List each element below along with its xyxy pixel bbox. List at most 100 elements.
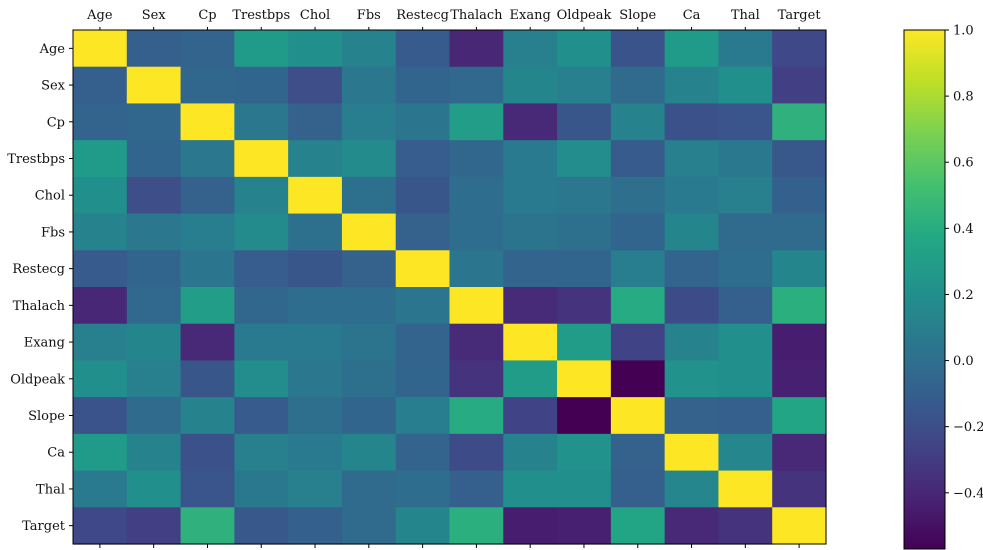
heatmap-cell xyxy=(341,176,397,215)
heatmap-cell xyxy=(718,397,773,435)
y-tick-label: Slope xyxy=(28,409,65,424)
heatmap-cell xyxy=(341,397,397,435)
heatmap-cell xyxy=(772,507,827,545)
heatmap-cell xyxy=(503,103,558,141)
heatmap-cell xyxy=(73,507,128,545)
heatmap-cell xyxy=(288,470,343,508)
x-axis: Age Sex Cp Trestbps Chol Fbs Restecg Thalach Exa… xyxy=(86,8,821,548)
heatmap-cell xyxy=(557,66,612,105)
heatmap-cell xyxy=(341,287,397,325)
heatmap-cell xyxy=(73,250,128,288)
x-tick-label: Oldpeak xyxy=(557,8,612,23)
heatmap-cell xyxy=(395,287,451,325)
heatmap-cell xyxy=(180,470,235,508)
heatmap-cell xyxy=(557,360,612,398)
heatmap-cell xyxy=(610,470,666,508)
heatmap-cell xyxy=(772,250,827,288)
heatmap-cell xyxy=(718,323,773,362)
heatmap-cell xyxy=(234,140,289,178)
heatmap-cell xyxy=(341,103,397,141)
heatmap-frame xyxy=(72,29,827,545)
heatmap-cell xyxy=(503,213,558,251)
heatmap-cell xyxy=(557,507,612,545)
heatmap-cell xyxy=(288,176,343,215)
heatmap-cell xyxy=(126,176,182,215)
heatmap-cell xyxy=(341,470,397,508)
heatmap-cell xyxy=(73,176,128,215)
x-tick-label: Ca xyxy=(683,8,701,23)
heatmap-cell xyxy=(449,250,504,288)
heatmap-cell xyxy=(557,397,612,435)
heatmap-cell xyxy=(234,397,289,435)
heatmap-cell xyxy=(664,360,720,398)
heatmap-cell xyxy=(449,397,504,435)
y-tick-label: Fbs xyxy=(41,225,65,240)
heatmap-cell xyxy=(126,30,182,68)
heatmap-cell xyxy=(664,103,720,141)
heatmap-cell xyxy=(341,66,397,105)
x-tick-label: Restecg xyxy=(396,8,449,23)
x-tick-label: Slope xyxy=(619,8,656,23)
heatmap-cell xyxy=(234,103,289,141)
heatmap-cell xyxy=(288,507,343,545)
heatmap-cell xyxy=(288,140,343,178)
colorbar-tick-label: 0.2 xyxy=(953,288,974,303)
y-tick-label: Sex xyxy=(41,79,66,94)
heatmap-cell xyxy=(234,323,289,362)
colorbar-tick-label: −0.2 xyxy=(953,420,983,435)
heatmap-cell xyxy=(126,397,182,435)
heatmap-cell xyxy=(557,287,612,325)
heatmap-cell xyxy=(288,250,343,288)
heatmap-cell xyxy=(126,250,182,288)
heatmap-cell xyxy=(503,323,558,362)
heatmap-cell xyxy=(718,470,773,508)
heatmap-cell xyxy=(664,507,720,545)
heatmap-cell xyxy=(449,213,504,251)
heatmap-cell xyxy=(126,470,182,508)
heatmap-cell xyxy=(449,176,504,215)
y-tick-label: Oldpeak xyxy=(10,372,65,387)
heatmap-cell xyxy=(234,287,289,325)
heatmap-cell xyxy=(395,507,451,545)
heatmap-cell xyxy=(610,360,666,398)
heatmap-cell xyxy=(73,103,128,141)
x-tick-label: Target xyxy=(778,8,822,23)
heatmap-cell xyxy=(664,66,720,105)
heatmap-cell xyxy=(395,140,451,178)
heatmap-cell xyxy=(503,176,558,215)
y-tick-label: Target xyxy=(22,519,66,534)
heatmap-cell xyxy=(234,360,289,398)
heatmap-cell xyxy=(126,103,182,141)
heatmap-cell xyxy=(395,176,451,215)
heatmap-cell xyxy=(610,30,666,68)
heatmap-cell xyxy=(718,287,773,325)
heatmap-cell xyxy=(449,103,504,141)
heatmap-cell xyxy=(610,287,666,325)
x-tick-label: Thal xyxy=(731,8,760,23)
heatmap-cell xyxy=(610,250,666,288)
heatmap-cell xyxy=(610,66,666,105)
heatmap-cell xyxy=(288,66,343,105)
heatmap-cell xyxy=(664,176,720,215)
heatmap-cell xyxy=(288,103,343,141)
heatmap-cell xyxy=(395,397,451,435)
heatmap-cell xyxy=(449,140,504,178)
heatmap-cell xyxy=(718,360,773,398)
heatmap-cell xyxy=(234,433,289,472)
heatmap-cell xyxy=(503,250,558,288)
heatmap-cell xyxy=(449,323,504,362)
heatmap-cell xyxy=(557,103,612,141)
y-tick-label: Exang xyxy=(24,336,65,351)
heatmap-cell xyxy=(73,66,128,105)
heatmap-cell xyxy=(180,140,235,178)
heatmap-cell xyxy=(180,287,235,325)
heatmap-cell xyxy=(557,30,612,68)
heatmap-cell xyxy=(73,323,128,362)
heatmap-cell xyxy=(718,433,773,472)
heatmap-cell xyxy=(557,323,612,362)
heatmap-cell xyxy=(180,213,235,251)
heatmap-cell xyxy=(718,507,773,545)
heatmap-cell xyxy=(718,213,773,251)
heatmap-cell xyxy=(395,66,451,105)
